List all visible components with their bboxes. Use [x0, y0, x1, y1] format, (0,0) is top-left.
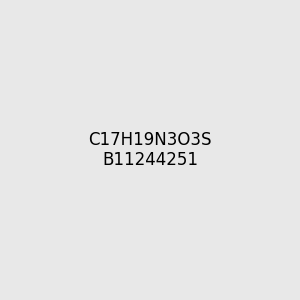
Text: C17H19N3O3S
B11244251: C17H19N3O3S B11244251	[88, 130, 212, 170]
